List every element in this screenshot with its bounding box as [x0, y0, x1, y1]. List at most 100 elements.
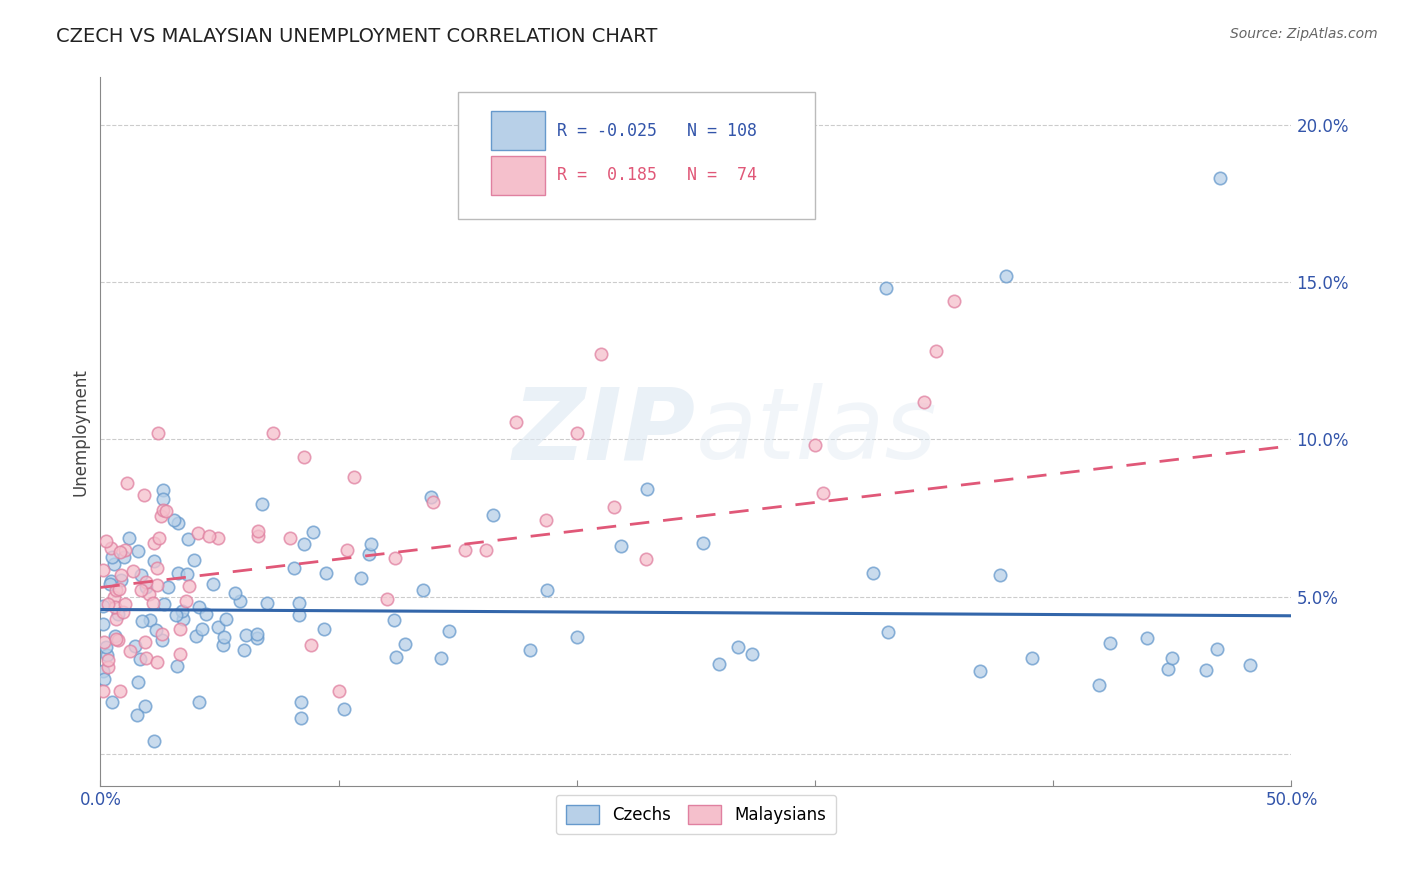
Point — [565, 630, 588, 644]
Point — [299, 639, 322, 653]
Text: R =  0.185   N =  74: R = 0.185 N = 74 — [557, 166, 756, 184]
Point — [150, 508, 173, 523]
Point — [292, 450, 315, 465]
Point — [394, 637, 416, 651]
Point — [1206, 641, 1229, 656]
Point — [315, 566, 337, 580]
Point — [505, 415, 527, 429]
Point — [207, 620, 229, 634]
Point — [148, 532, 170, 546]
Point — [114, 597, 136, 611]
Point — [422, 495, 444, 509]
Point — [100, 574, 122, 589]
Y-axis label: Unemployment: Unemployment — [72, 368, 89, 496]
Point — [169, 647, 191, 661]
Point — [186, 629, 208, 643]
Point — [138, 587, 160, 601]
Point — [129, 567, 152, 582]
Point — [359, 548, 381, 562]
Point — [107, 607, 129, 621]
Point — [384, 551, 406, 566]
Point — [994, 268, 1017, 283]
Point — [172, 612, 194, 626]
Point — [235, 628, 257, 642]
Point — [212, 638, 235, 652]
Legend: Czechs, Malaysians: Czechs, Malaysians — [555, 795, 837, 834]
Point — [1209, 171, 1232, 186]
Point — [256, 596, 278, 610]
Point — [103, 590, 125, 604]
Point — [336, 542, 359, 557]
Point — [333, 701, 356, 715]
Point — [103, 558, 125, 572]
Point — [152, 483, 174, 497]
Point — [246, 631, 269, 645]
Point — [93, 672, 115, 686]
Point — [91, 563, 114, 577]
Point — [156, 580, 179, 594]
Point — [207, 532, 229, 546]
Point — [250, 498, 273, 512]
Point — [107, 632, 129, 647]
Point — [127, 675, 149, 690]
Point — [167, 566, 190, 581]
Point — [145, 623, 167, 637]
Point — [146, 561, 169, 575]
Point — [969, 665, 991, 679]
Point — [312, 622, 335, 636]
Point — [876, 625, 898, 640]
Point — [756, 196, 779, 211]
Point — [741, 647, 763, 661]
Point — [100, 695, 122, 709]
Point — [134, 699, 156, 714]
Point — [988, 568, 1011, 582]
Point — [292, 537, 315, 551]
Point — [174, 593, 197, 607]
Point — [166, 658, 188, 673]
Point — [103, 599, 125, 614]
Point — [233, 643, 256, 657]
Text: atlas: atlas — [696, 383, 938, 480]
Point — [91, 599, 114, 613]
Point — [135, 650, 157, 665]
Point — [811, 486, 834, 500]
Text: ZIP: ZIP — [513, 383, 696, 480]
Point — [536, 582, 558, 597]
Point — [112, 605, 135, 619]
FancyBboxPatch shape — [491, 112, 546, 150]
Point — [804, 438, 827, 452]
FancyBboxPatch shape — [491, 156, 546, 194]
Point — [169, 622, 191, 636]
Point — [152, 492, 174, 507]
Point — [534, 513, 557, 527]
Point — [165, 607, 187, 622]
Point — [1195, 663, 1218, 677]
Point — [134, 580, 156, 594]
Point — [302, 524, 325, 539]
Point — [152, 502, 174, 516]
Point — [105, 612, 128, 626]
Point — [139, 613, 162, 627]
Point — [1161, 651, 1184, 665]
Point — [96, 640, 118, 654]
Point — [110, 567, 132, 582]
Point — [195, 607, 218, 621]
Point — [91, 616, 114, 631]
Point — [104, 632, 127, 646]
Point — [224, 586, 246, 600]
Text: CZECH VS MALAYSIAN UNEMPLOYMENT CORRELATION CHART: CZECH VS MALAYSIAN UNEMPLOYMENT CORRELAT… — [56, 27, 658, 45]
Point — [117, 531, 139, 545]
Point — [135, 574, 157, 589]
Point — [360, 537, 382, 551]
Point — [143, 554, 166, 568]
Point — [288, 596, 311, 610]
Point — [589, 347, 612, 361]
Point — [375, 592, 398, 607]
Point — [91, 684, 114, 698]
Point — [262, 425, 284, 440]
Point — [101, 549, 124, 564]
Point — [108, 544, 131, 558]
Point — [197, 529, 219, 543]
Point — [127, 543, 149, 558]
Point — [343, 470, 366, 484]
